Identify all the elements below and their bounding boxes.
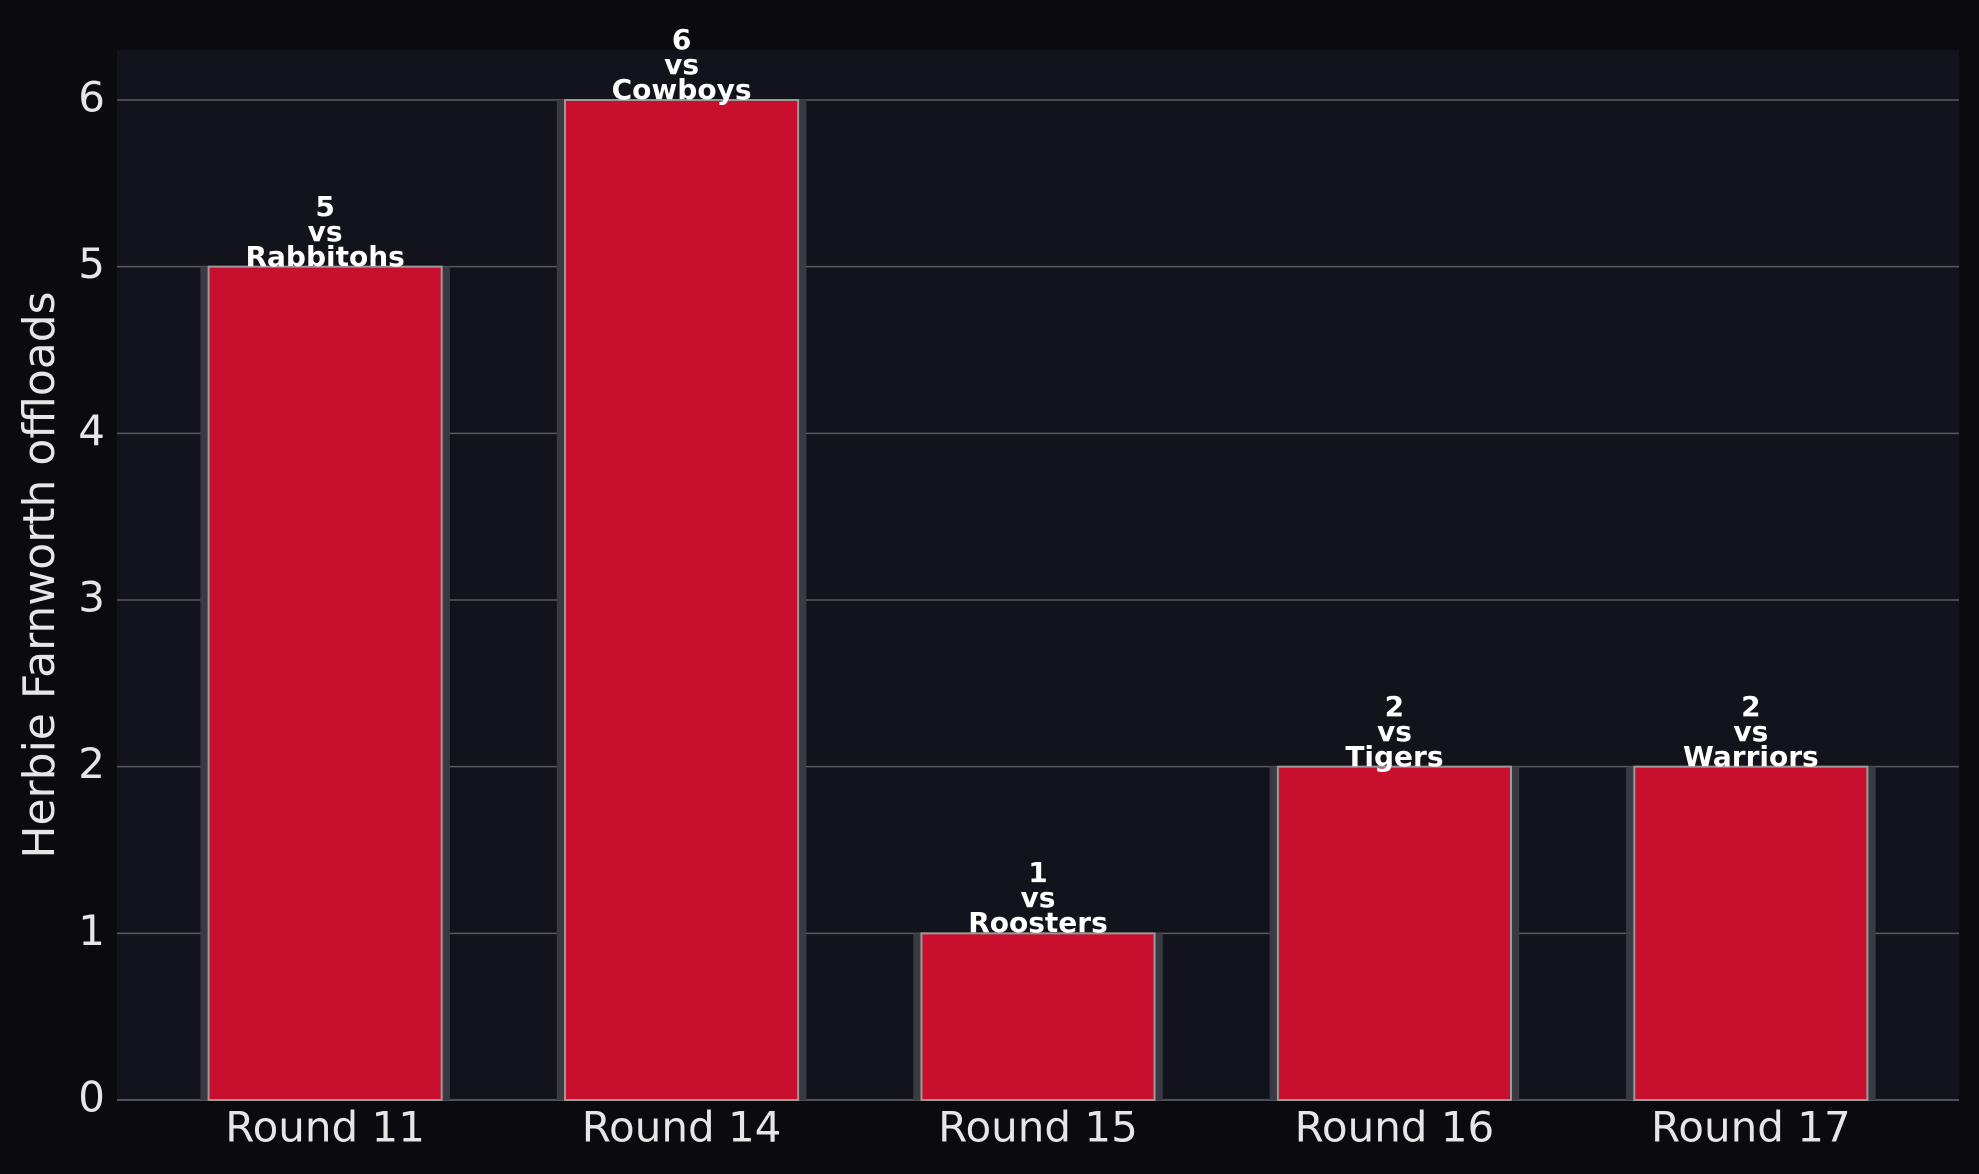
data-label: 1 vs Roosters <box>968 856 1108 940</box>
x-tick-label: Round 16 <box>1295 1103 1495 1152</box>
data-label: 2 vs Warriors <box>1682 689 1819 773</box>
x-tick-label: Round 15 <box>938 1103 1138 1152</box>
data-label: 5 vs Rabbitohs <box>245 189 405 273</box>
y-tick-label: 3 <box>78 573 105 622</box>
bar <box>207 265 443 1101</box>
y-axis-label: Herbie Farnworth offloads <box>14 291 65 858</box>
y-tick-label: 4 <box>78 406 105 455</box>
y-tick-label: 2 <box>78 739 105 788</box>
x-tick-label: Round 14 <box>582 1103 782 1152</box>
bar <box>1276 765 1512 1102</box>
bar <box>1633 765 1869 1102</box>
y-tick-label: 1 <box>78 906 105 955</box>
x-tick-label: Round 17 <box>1651 1103 1851 1152</box>
data-label: 6 vs Cowboys <box>611 23 752 106</box>
bar <box>564 99 800 1101</box>
data-label: 2 vs Tigers <box>1345 689 1444 773</box>
x-tick-label: Round 11 <box>225 1103 425 1152</box>
y-tick-label: 5 <box>78 239 105 288</box>
y-tick-label: 6 <box>78 73 105 122</box>
bar <box>920 932 1156 1101</box>
y-tick-label: 0 <box>78 1073 105 1122</box>
